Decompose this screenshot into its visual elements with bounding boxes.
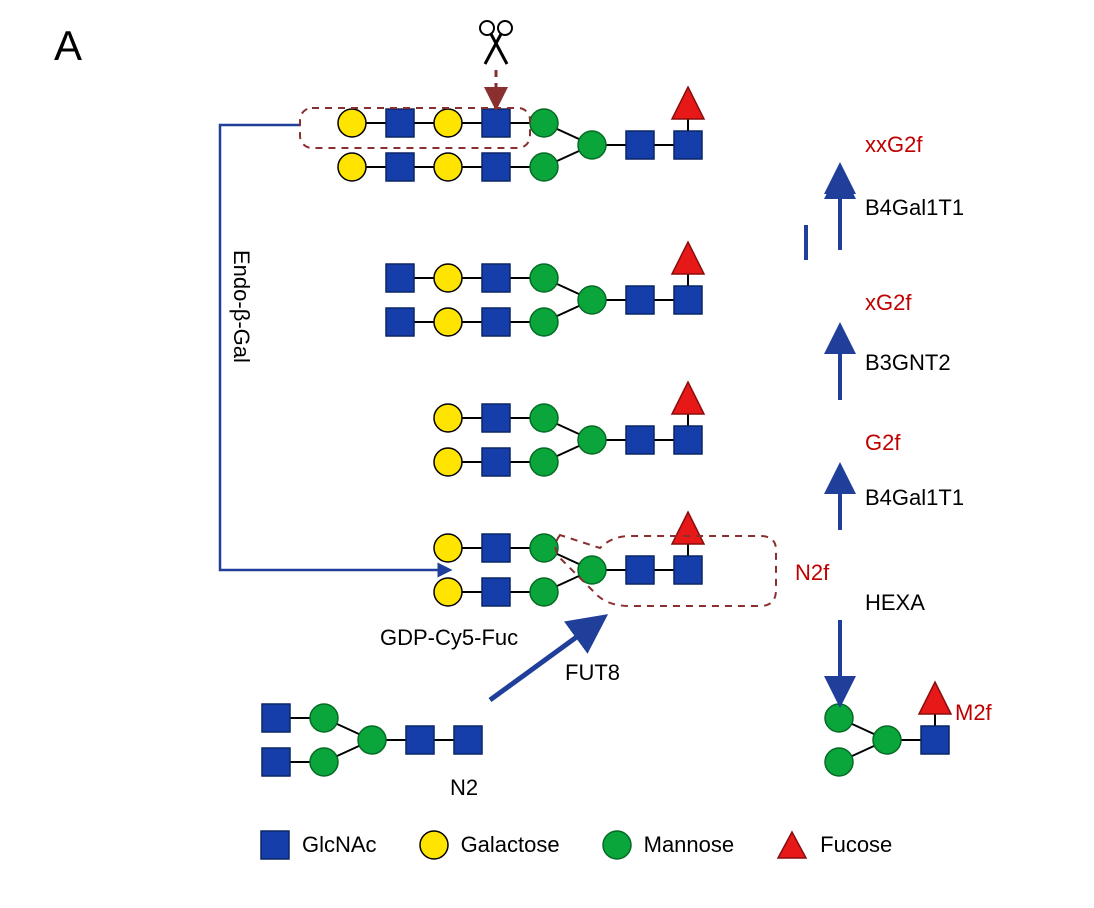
- label-EndoBGal: Endo-β-Gal: [228, 250, 254, 363]
- label-B4Gal1T1-top: B4Gal1T1: [865, 195, 964, 221]
- label-B3GNT2: B3GNT2: [865, 350, 951, 376]
- label-xG2f: xG2f: [865, 290, 911, 316]
- label-B4Gal1T1-bot: B4Gal1T1: [865, 485, 964, 511]
- label-xxG2f: xxG2f: [865, 132, 922, 158]
- legend: GlcNAc Galactose Mannose Fucose: [260, 830, 892, 860]
- legend-fucose-label: Fucose: [820, 832, 892, 858]
- legend-glcnac: GlcNAc: [260, 830, 377, 860]
- legend-galactose-label: Galactose: [461, 832, 560, 858]
- label-N2f: N2f: [795, 560, 829, 586]
- label-G2f: G2f: [865, 430, 900, 456]
- label-N2: N2: [450, 775, 478, 801]
- label-HEXA: HEXA: [865, 590, 925, 616]
- label-M2f: M2f: [955, 700, 992, 726]
- legend-galactose: Galactose: [419, 830, 560, 860]
- legend-mannose: Mannose: [602, 830, 735, 860]
- legend-fucose: Fucose: [776, 830, 892, 860]
- legend-glcnac-label: GlcNAc: [302, 832, 377, 858]
- label-FUT8: FUT8: [565, 660, 620, 686]
- label-GDPCy5Fuc: GDP-Cy5-Fuc: [380, 625, 518, 651]
- glycan-diagram: [0, 0, 1094, 908]
- legend-mannose-label: Mannose: [644, 832, 735, 858]
